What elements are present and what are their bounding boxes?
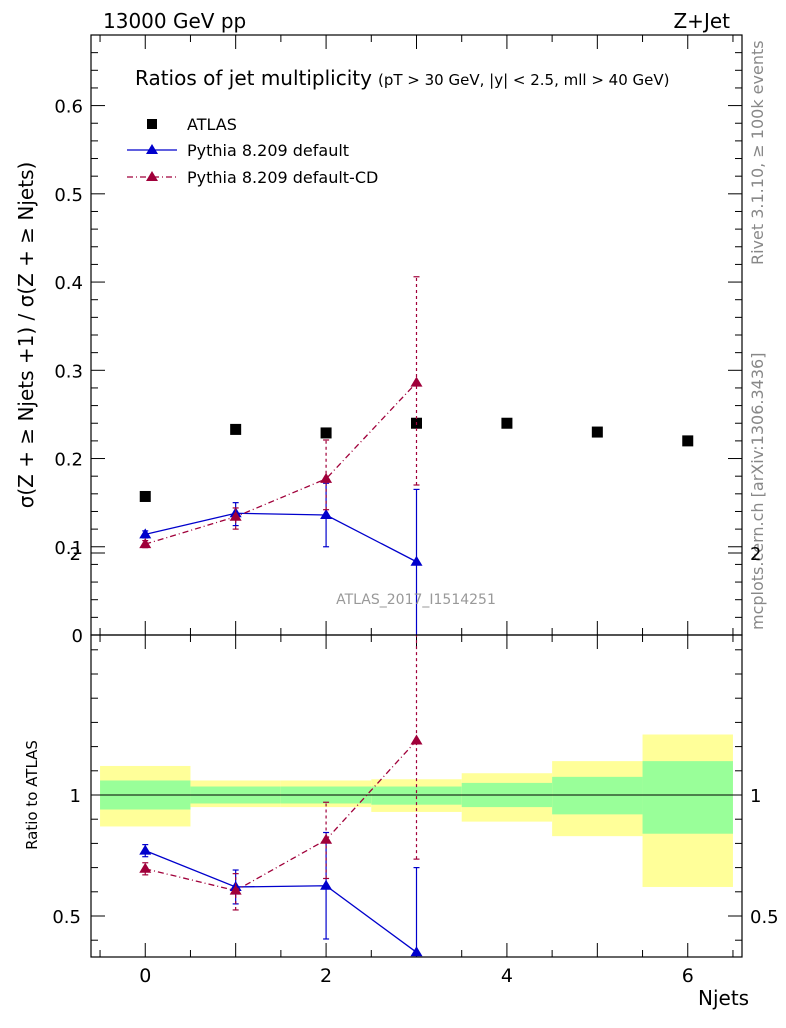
- legend-atlas-marker: [147, 119, 157, 129]
- xtick-label: 6: [682, 965, 694, 987]
- legend-default-label: Pythia 8.209 default: [187, 141, 349, 160]
- main-ytick-label: 0.1: [54, 538, 83, 559]
- x-axis-label: Njets: [698, 986, 749, 1010]
- uncertainty-band-inner: [371, 786, 462, 805]
- ratio-ytick-label: 2: [70, 544, 81, 565]
- main-ytick-label: 0.6: [54, 97, 83, 118]
- ratio-frame: [90, 634, 743, 958]
- xtick-label: 4: [501, 965, 513, 987]
- atlas-data-point: [320, 427, 332, 439]
- atlas-data-point: [230, 423, 242, 435]
- legend-default-marker: [146, 144, 158, 154]
- ratio-series-marker: [139, 862, 152, 873]
- ratio-ytick-label-right: 1: [750, 786, 761, 807]
- legend-cd-label: Pythia 8.209 default-CD: [187, 168, 378, 187]
- ratio-series-marker: [139, 844, 152, 855]
- atlas-data-point: [501, 417, 513, 429]
- main-panel: 0 0.1 0.2 0.3 0.4 0.5 0.6 Ratios of jet multip…: [14, 34, 743, 647]
- uncertainty-band-inner: [552, 776, 643, 815]
- ratio-series-marker: [320, 833, 333, 844]
- main-ytick-label: 0.2: [54, 450, 83, 471]
- series-marker: [139, 538, 152, 549]
- series-marker: [410, 555, 423, 566]
- main-ytick-label: 0: [72, 626, 83, 647]
- legend-cd-marker: [146, 171, 158, 181]
- series-marker: [229, 510, 242, 521]
- ratio-ytick-label: 0.5: [52, 907, 81, 928]
- main-ylabel: σ(Z + ≥ Njets +1) / σ(Z + ≥ Njets): [14, 162, 38, 509]
- ratio-series-marker: [320, 879, 333, 890]
- ratio-series-marker: [410, 734, 423, 745]
- ratio-ytick-label: 1: [70, 786, 81, 807]
- main-ytick-label: 0.3: [54, 361, 83, 382]
- ratio-panel: 0.5 0.5 1 1 2 2 Ratio to ATLAS: [23, 544, 779, 958]
- xtick-label: 2: [320, 965, 332, 987]
- main-ytick-label: 0.5: [54, 185, 83, 206]
- ratio-ytick-label-right: 0.5: [750, 907, 779, 928]
- ratio-series-marker: [410, 946, 423, 957]
- ratio-ylabel: Ratio to ATLAS: [23, 740, 41, 850]
- ratio-series-line: [145, 740, 417, 892]
- xtick-label: 0: [139, 965, 151, 987]
- main-ytick-label: 0.4: [54, 273, 83, 294]
- ratio-series-line: [145, 850, 417, 953]
- series-marker: [139, 528, 152, 539]
- header-left: 13000 GeV pp: [103, 9, 246, 33]
- ratio-ytick-label-right: 2: [750, 544, 761, 565]
- legend-atlas-label: ATLAS: [187, 115, 237, 134]
- main-title: Ratios of jet multiplicity: [135, 66, 372, 90]
- atlas-data-point: [682, 435, 694, 447]
- watermark: ATLAS_2017_I1514251: [336, 592, 496, 608]
- header-right: Z+Jet: [673, 9, 730, 33]
- series-line: [145, 382, 417, 545]
- main-cuts: (pT > 30 GeV, |y| < 2.5, mll > 40 GeV): [378, 71, 670, 89]
- series-line: [145, 512, 417, 563]
- ratio-series-marker: [229, 884, 242, 895]
- atlas-data-point: [139, 490, 151, 502]
- ratio-series-group: [139, 635, 423, 957]
- legend: ATLAS Pythia 8.209 default Pythia 8.209 …: [127, 115, 378, 187]
- mcplots-label: mcplots.cern.ch [arXiv:1306.3436]: [748, 353, 767, 630]
- series-marker: [320, 472, 333, 483]
- uncertainty-band-inner: [642, 761, 733, 834]
- atlas-data-point: [591, 426, 603, 438]
- series-marker: [410, 376, 423, 387]
- rivet-label: Rivet 3.1.10, ≥ 100k events: [748, 40, 767, 265]
- series-marker: [320, 509, 333, 519]
